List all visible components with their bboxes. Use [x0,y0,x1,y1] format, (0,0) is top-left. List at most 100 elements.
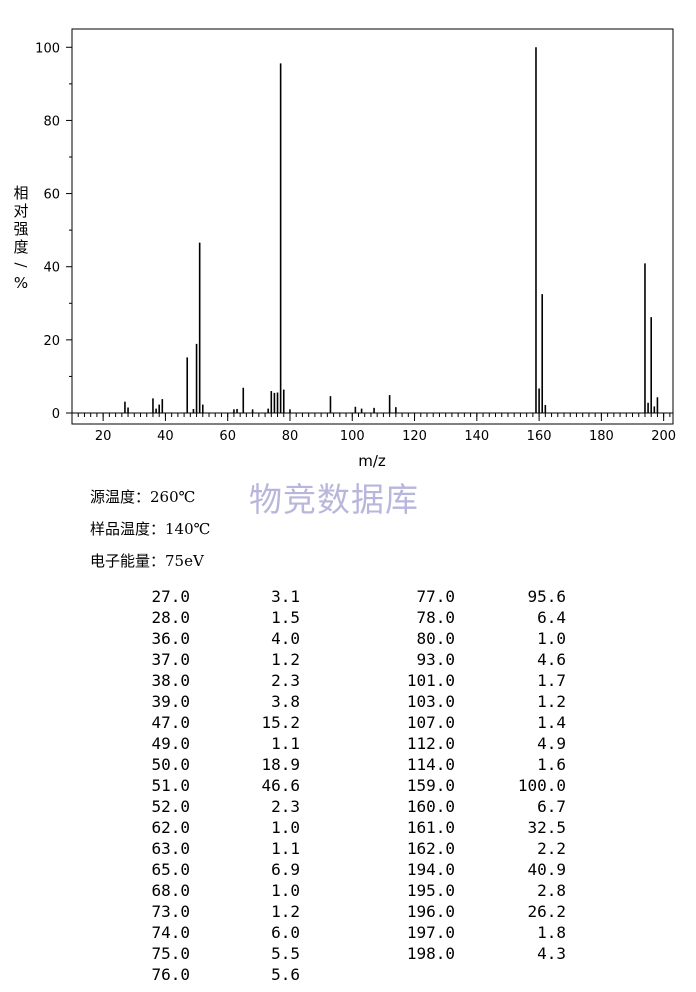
peak-mz: 197.0 [406,923,455,942]
x-tick-label: 140 [464,429,489,444]
peak-intensity: 6.9 [271,860,300,879]
peak-intensity: 1.5 [271,608,300,627]
peak-intensity: 2.8 [537,881,566,900]
peak-intensity: 1.8 [537,923,566,942]
plot-frame [71,28,674,425]
spectrum-bars [124,47,659,413]
peak-intensity: 18.9 [261,755,300,774]
peak-row: 37.0 1.2 [0,649,696,670]
peak-row: 114.0 1.6 [0,754,696,775]
peak-row: 195.0 2.8 [0,880,696,901]
x-tick-label: 60 [219,429,236,444]
peak-mz: 101.0 [406,671,455,690]
peak-intensity: 1.0 [537,629,566,648]
peak-intensity: 5.5 [271,944,300,963]
peak-intensity: 95.6 [527,587,566,606]
x-tick-label: 120 [402,429,427,444]
peak-intensity: 6.7 [537,797,566,816]
peak-intensity: 2.3 [271,671,300,690]
y-axis-title-char: % [14,274,28,292]
peak-mz: 68.0 [151,881,190,900]
peak-mz: 62.0 [151,818,190,837]
peak-row: 198.0 4.3 [0,943,696,964]
peak-intensity: 1.6 [537,755,566,774]
x-tick-label: 100 [340,429,365,444]
peak-intensity: 4.0 [271,629,300,648]
peak-mz: 103.0 [406,692,455,711]
peak-row: 50.0 18.9 [0,754,696,775]
peak-row: 28.0 1.5 [0,607,696,628]
peak-mz: 112.0 [406,734,455,753]
peak-row: 162.0 2.2 [0,838,696,859]
minor-ticks [77,413,671,417]
peak-mz: 198.0 [406,944,455,963]
peak-mz: 160.0 [406,797,455,816]
peak-intensity: 40.9 [527,860,566,879]
peak-row: 49.0 1.1 [0,733,696,754]
peak-row: 197.0 1.8 [0,922,696,943]
x-tick-label: 180 [589,429,614,444]
axis-ticks [66,46,673,421]
watermark: 物竞数据库 [249,480,419,519]
peak-row: 196.0 26.2 [0,901,696,922]
x-tick-label: 40 [157,429,174,444]
peak-mz: 27.0 [151,587,190,606]
peak-intensity: 6.0 [271,923,300,942]
peak-intensity: 1.0 [271,818,300,837]
source-temperature: 源温度：260℃ [90,488,196,506]
peak-intensity: 1.4 [537,713,566,732]
peak-mz: 74.0 [151,923,190,942]
y-tick-label: 100 [35,41,60,56]
peak-mz: 78.0 [416,608,455,627]
peak-row: 101.0 1.7 [0,670,696,691]
peak-row: 52.0 2.3 [0,796,696,817]
peak-row: 80.0 1.0 [0,628,696,649]
peak-mz: 65.0 [151,860,190,879]
peak-mz: 161.0 [406,818,455,837]
peak-row: 47.0 15.2 [0,712,696,733]
sample-temperature: 样品温度：140℃ [90,520,211,538]
x-tick-label: 160 [527,429,552,444]
peak-mz: 114.0 [406,755,455,774]
peak-row: 74.0 6.0 [0,922,696,943]
peak-row: 39.0 3.8 [0,691,696,712]
peak-row: 112.0 4.9 [0,733,696,754]
peak-intensity: 2.2 [537,839,566,858]
peak-mz: 93.0 [416,650,455,669]
peak-mz: 159.0 [406,776,455,795]
peak-intensity: 32.5 [527,818,566,837]
x-axis-title: m/z [358,452,386,470]
mass-spectrum-chart: 20 40 60 80 100 120 140 160 180 200 0 20 40 60 80 100 m… [12,28,676,470]
peak-mz: 75.0 [151,944,190,963]
peak-mz: 28.0 [151,608,190,627]
peak-intensity: 46.6 [261,776,300,795]
peak-row: 93.0 4.6 [0,649,696,670]
peak-row: 161.0 32.5 [0,817,696,838]
peak-row: 160.0 6.7 [0,796,696,817]
peak-mz: 73.0 [151,902,190,921]
y-axis-title-char: 度 [13,238,28,256]
peak-intensity: 5.6 [271,965,300,984]
peak-mz: 50.0 [151,755,190,774]
electron-energy: 电子能量：75eV [90,552,204,570]
y-tick-label: 80 [43,114,60,129]
y-axis-title-char: 对 [13,202,28,220]
peak-row: 62.0 1.0 [0,817,696,838]
peak-intensity: 3.1 [271,587,300,606]
peak-mz: 196.0 [406,902,455,921]
peak-row: 36.0 4.0 [0,628,696,649]
peak-mz: 107.0 [406,713,455,732]
peak-intensity: 4.3 [537,944,566,963]
peak-intensity: 26.2 [527,902,566,921]
x-tick-label: 80 [282,429,299,444]
peak-mz: 36.0 [151,629,190,648]
peak-mz: 39.0 [151,692,190,711]
peak-mz: 63.0 [151,839,190,858]
peak-row: 63.0 1.1 [0,838,696,859]
peak-intensity: 1.7 [537,671,566,690]
peak-intensity: 1.0 [271,881,300,900]
peak-mz: 77.0 [416,587,455,606]
peak-mz: 49.0 [151,734,190,753]
peak-intensity: 3.8 [271,692,300,711]
